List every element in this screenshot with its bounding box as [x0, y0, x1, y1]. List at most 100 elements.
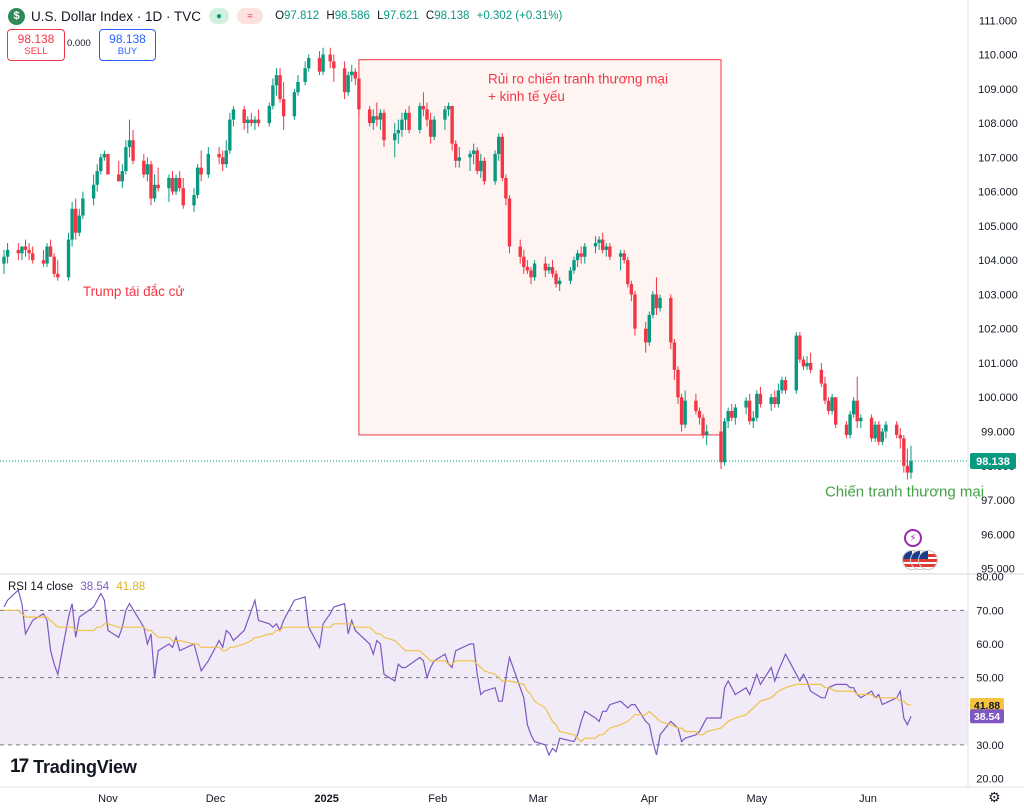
candle-body	[457, 157, 461, 161]
lightning-icon[interactable]: ⚡	[904, 529, 922, 547]
candle-body	[726, 410, 730, 422]
candle-body	[730, 410, 734, 418]
candle-body	[5, 249, 10, 257]
candle-body	[77, 215, 81, 233]
symbol-header[interactable]: $ U.S. Dollar Index · 1D · TVC ● ≈ O97.8…	[8, 6, 562, 26]
chart-annotation: Rủi ro chiến tranh thương mại	[488, 72, 668, 87]
rsi-tag-label: 38.54	[974, 711, 1000, 723]
candle-body	[249, 119, 254, 124]
open-label: O	[275, 10, 285, 22]
candle-body	[877, 424, 881, 442]
candle-body	[507, 198, 512, 247]
candle-body	[346, 75, 350, 93]
price-tick-label: 106.000	[978, 187, 1018, 199]
candle-body	[267, 105, 271, 124]
close-value: 98.138	[434, 10, 470, 22]
market-open-icon[interactable]: ●	[209, 8, 230, 24]
candle-body	[819, 369, 824, 384]
candle-body	[557, 280, 562, 285]
candle-body	[328, 54, 332, 62]
candle-body	[357, 78, 361, 110]
us-flag-icon[interactable]	[918, 550, 938, 570]
candle-body	[27, 249, 31, 254]
candle-body	[443, 109, 447, 120]
candle-body	[396, 129, 401, 134]
data-delay-icon[interactable]: ≈	[237, 8, 264, 24]
candle-body	[224, 150, 228, 165]
price-tick-label: 100.000	[978, 392, 1018, 404]
candle-body	[679, 397, 684, 425]
candle-body	[220, 157, 225, 165]
candle-body	[583, 246, 587, 257]
candle-body	[149, 164, 153, 199]
candle-body	[722, 421, 727, 463]
candle-body	[446, 105, 451, 110]
candle-body	[826, 400, 831, 411]
candle-body	[99, 157, 103, 172]
candle-body	[407, 112, 411, 130]
chart-annotation: Chiến tranh thương mại	[825, 484, 984, 501]
candle-body	[844, 424, 849, 435]
rsi-value: 38.54	[80, 581, 110, 593]
sell-label: SELL	[24, 46, 48, 57]
candle-body	[497, 136, 501, 154]
candle-body	[600, 239, 605, 250]
spread-value: 0.000	[67, 38, 91, 49]
candle-body	[751, 417, 755, 422]
time-tick-label: Apr	[641, 793, 658, 805]
candle-body	[780, 380, 784, 391]
candle-body	[382, 112, 386, 141]
candle-body	[701, 417, 705, 435]
chart-annotation: + kinh tế yếu	[488, 89, 565, 104]
rsi-tick-label: 20.00	[976, 774, 1004, 786]
candle-body	[52, 256, 56, 274]
candle-body	[672, 342, 677, 370]
candle-body	[307, 57, 311, 69]
candle-body	[522, 256, 526, 268]
buy-button[interactable]: 98.138 BUY	[99, 29, 156, 61]
candle-body	[332, 61, 336, 69]
rsi-tick-label: 60.00	[976, 639, 1004, 651]
gear-icon[interactable]: ⚙	[988, 789, 1001, 805]
candle-body	[834, 397, 838, 425]
candle-body	[747, 400, 752, 422]
candle-body	[181, 188, 185, 206]
candle-body	[697, 410, 702, 418]
candle-body	[91, 184, 96, 199]
rsi-legend[interactable]: RSI 14 close 38.54 41.88	[8, 581, 145, 593]
candle-body	[195, 167, 200, 196]
candle-body	[156, 184, 160, 189]
candle-body	[102, 153, 107, 158]
high-value: 98.586	[334, 10, 370, 22]
chart-annotation: Trump tái đắc cử	[83, 284, 185, 299]
symbol-title[interactable]: U.S. Dollar Index · 1D · TVC	[31, 8, 202, 24]
candle-body	[317, 57, 322, 72]
sell-button[interactable]: 98.138 SELL	[7, 29, 65, 61]
rsi-title: RSI 14 close	[8, 581, 74, 593]
candle-body	[532, 263, 537, 278]
candle-body	[884, 424, 888, 432]
candle-body	[228, 119, 232, 151]
time-tick-label: 2025	[314, 793, 338, 805]
candle-body	[773, 397, 777, 405]
candle-body	[794, 335, 798, 391]
candle-body	[479, 160, 483, 172]
candle-body	[271, 85, 275, 106]
tradingview-logo[interactable]: 17 TradingView	[10, 756, 137, 778]
candle-body	[66, 239, 71, 278]
candle-body	[529, 270, 533, 278]
time-tick-label: May	[746, 793, 767, 805]
price-tick-label: 104.000	[978, 255, 1018, 267]
high-label: H	[326, 10, 335, 22]
candle-body	[468, 153, 472, 158]
candle-body	[629, 284, 634, 295]
rsi-ma-value: 41.88	[116, 581, 146, 593]
candle-body	[375, 116, 379, 120]
price-tick-label: 102.000	[978, 324, 1018, 336]
candle-body	[525, 267, 530, 271]
candle-body	[758, 393, 763, 405]
candle-body	[808, 362, 813, 370]
candle-body	[45, 246, 49, 264]
rsi-tick-label: 30.00	[976, 740, 1004, 752]
